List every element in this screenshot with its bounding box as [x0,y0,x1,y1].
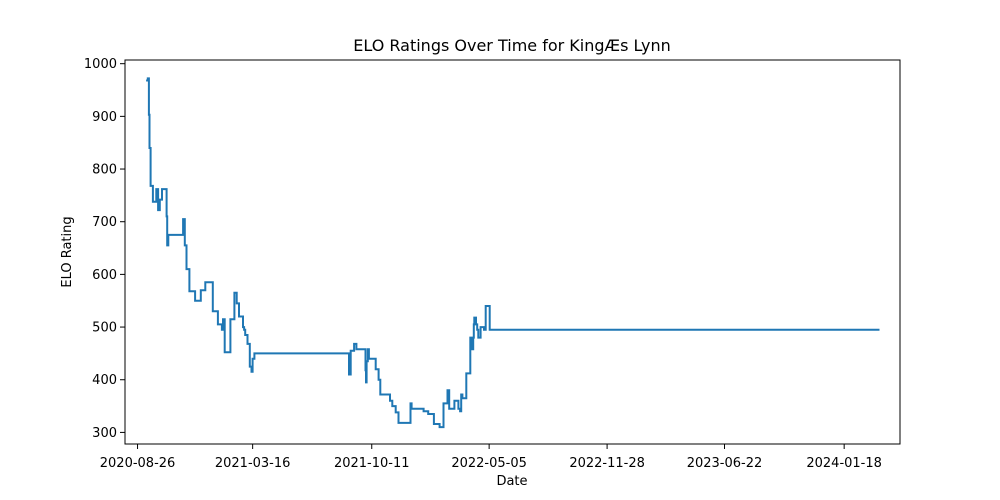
x-tick-label: 2023-06-22 [687,456,763,471]
x-tick-label: 2020-08-26 [100,456,176,471]
series-line [146,77,880,429]
x-tick-label: 2022-05-05 [451,456,527,471]
y-tick-label: 300 [92,426,117,441]
y-tick-label: 800 [92,163,117,178]
x-tick-label: 2024-01-18 [806,456,882,471]
y-tick-label: 500 [92,321,117,336]
x-tick-label: 2021-03-16 [215,456,291,471]
y-axis-ticks: 300 400 500 600 700 800 900 1000 [84,57,125,441]
x-axis-label: Date [496,474,527,489]
y-tick-label: 1000 [84,57,117,72]
y-tick-label: 600 [92,268,117,283]
y-tick-label: 700 [92,215,117,230]
x-axis-ticks: 2020-08-26 2021-03-16 2021-10-11 2022-05-05… [100,444,882,471]
y-axis-label: ELO Rating [60,216,75,287]
y-tick-label: 400 [92,373,117,388]
x-tick-label: 2022-11-28 [569,456,645,471]
chart-title: ELO Ratings Over Time for KingÆs Lynn [353,36,670,55]
x-tick-label: 2021-10-11 [334,456,410,471]
y-tick-label: 900 [92,110,117,125]
plot-frame [124,59,901,445]
